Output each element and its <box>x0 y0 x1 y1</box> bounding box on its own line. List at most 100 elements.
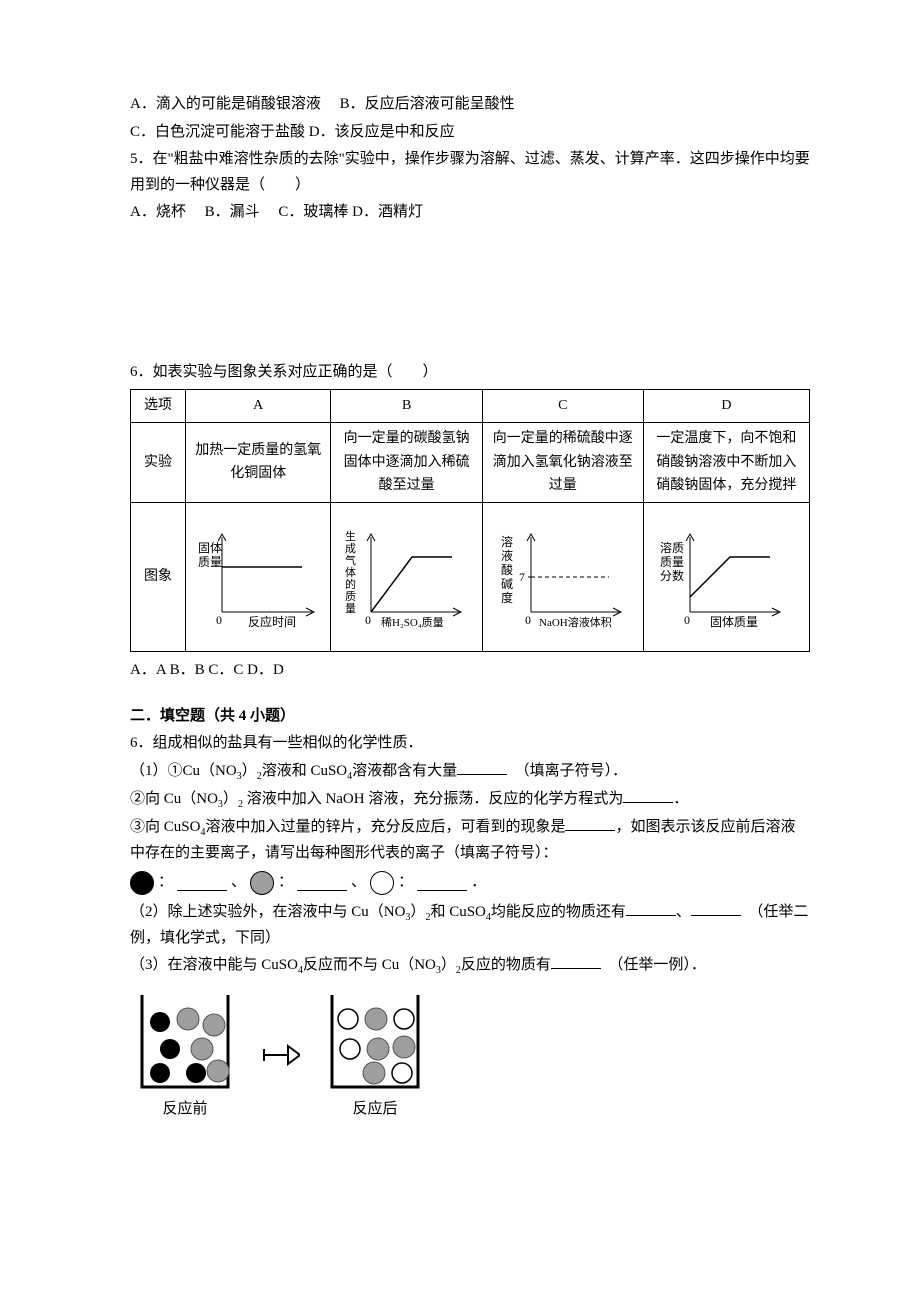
ion-icon-white <box>370 871 394 895</box>
t: ③向 CuSO <box>130 819 200 835</box>
svg-text:气: 气 <box>345 553 356 567</box>
chartC-svg: 7 溶 液 酸 碱 度 0 NaOH溶液体积 <box>489 522 629 632</box>
t: ） <box>441 957 456 973</box>
hdr-opt: 选项 <box>131 390 186 423</box>
svg-text:酸: 酸 <box>501 562 513 577</box>
t: ） <box>410 904 425 920</box>
svg-text:度: 度 <box>501 590 513 605</box>
svg-text:稀H₂SO₄质量: 稀H₂SO₄质量 <box>381 616 444 629</box>
t: （任举一例）． <box>601 957 706 973</box>
t: （1）①Cu（NO <box>130 763 237 779</box>
t: ） <box>242 763 257 779</box>
svg-text:固体: 固体 <box>198 541 222 555</box>
chartC: 7 溶 液 酸 碱 度 0 NaOH溶液体积 <box>482 503 643 652</box>
t: 溶液都含有大量 <box>352 763 457 779</box>
q6b-p1: （1）①Cu（NO3）2溶液和 CuSO4溶液都含有大量 （填离子符号）． <box>130 759 810 785</box>
q5-optA: A．烧杯 <box>130 204 186 220</box>
svg-text:0: 0 <box>216 613 222 627</box>
hdr-C: C <box>482 390 643 423</box>
q5-optD: D．酒精灯 <box>352 204 423 220</box>
q5-options: A．烧杯 B．漏斗 C．玻璃棒 D．酒精灯 <box>130 200 810 226</box>
chartD-svg: 溶质 质量 分数 0 固体质量 <box>650 522 790 632</box>
q4-optC: C．白色沉淀可能溶于盐酸 <box>130 124 305 140</box>
q4-optB: B．反应后溶液可能呈酸性 <box>340 96 515 112</box>
q5-optC: C．玻璃棒 <box>278 204 348 220</box>
q4-optD: D．该反应是中和反应 <box>309 124 455 140</box>
q6-stem: 6．如表实验与图象关系对应正确的是（ ） <box>130 360 810 386</box>
svg-text:生: 生 <box>345 529 356 543</box>
svg-text:碱: 碱 <box>501 577 513 591</box>
row-img: 图象 <box>131 503 186 652</box>
svg-text:溶: 溶 <box>501 534 513 549</box>
blank[interactable] <box>297 875 347 891</box>
q6b-p5: （3）在溶液中能与 CuSO4反应而不与 Cu（NO3）2反应的物质有 （任举一… <box>130 953 810 979</box>
q6b-p2: ②向 Cu（NO3）2 溶液中加入 NaOH 溶液，充分振荡．反应的化学方程式为… <box>130 787 810 813</box>
t: 、 <box>676 904 691 920</box>
q6b-p3: ③向 CuSO4溶液中加入过量的锌片，充分反应后，可看到的现象是，如图表示该反应… <box>130 815 810 867</box>
chartB: 生 成 气 体 的 质 量 0 稀H₂SO₄质量 <box>331 503 482 652</box>
svg-text:7: 7 <box>519 570 525 584</box>
svg-text:0: 0 <box>525 613 531 627</box>
row-exp: 实验 <box>131 422 186 502</box>
blank[interactable] <box>565 815 615 831</box>
svg-text:质量: 质量 <box>660 555 684 569</box>
t: （2）除上述实验外，在溶液中与 Cu（NO <box>130 904 405 920</box>
chartD: 溶质 质量 分数 0 固体质量 <box>643 503 809 652</box>
q5-stem: 5．在"粗盐中难溶性杂质的去除"实验中，操作步骤为溶解、过滤、蒸发、计算产率．这… <box>130 147 810 198</box>
t: 、 <box>231 870 246 896</box>
blank[interactable] <box>551 953 601 969</box>
beaker-after: 反应后 <box>320 987 430 1123</box>
svg-text:质量: 质量 <box>198 555 222 569</box>
beaker-before: 反应前 <box>130 987 240 1123</box>
svg-text:反应时间: 反应时间 <box>248 614 296 629</box>
svg-text:分数: 分数 <box>660 568 684 583</box>
blank[interactable] <box>623 787 673 803</box>
q6-options: A．A B．B C．C D．D <box>130 658 810 684</box>
beaker-row: 反应前 反应后 <box>130 987 810 1123</box>
expD: 一定温度下，向不饱和硝酸钠溶液中不断加入硝酸钠固体，充分搅拌 <box>643 422 809 502</box>
blank[interactable] <box>457 759 507 775</box>
blank[interactable] <box>626 900 676 916</box>
t: ） <box>223 791 238 807</box>
q6-table: 选项 A B C D 实验 加热一定质量的氢氧化铜固体 向一定量的碳酸氢钠固体中… <box>130 389 810 652</box>
t: ： <box>398 870 413 896</box>
q4-optA: A．滴入的可能是硝酸银溶液 <box>130 96 321 112</box>
chartA: 固体 质量 0 反应时间 <box>186 503 331 652</box>
beaker-after-label: 反应后 <box>320 1097 430 1123</box>
hdr-A: A <box>186 390 331 423</box>
t: 反应而不与 Cu（NO <box>303 957 436 973</box>
t: ： <box>158 870 173 896</box>
t: （填离子符号）． <box>507 763 627 779</box>
chartB-svg: 生 成 气 体 的 质 量 0 稀H₂SO₄质量 <box>337 522 467 632</box>
ion-icon-grey <box>250 871 274 895</box>
beaker-before-label: 反应前 <box>130 1097 240 1123</box>
q6b-p4: （2）除上述实验外，在溶液中与 Cu（NO3）2和 CuSO4均能反应的物质还有… <box>130 900 810 952</box>
beaker-before-svg <box>130 987 240 1097</box>
svg-text:体: 体 <box>345 565 356 579</box>
beaker-after-svg <box>320 987 430 1097</box>
blank[interactable] <box>177 875 227 891</box>
svg-text:固体质量: 固体质量 <box>710 615 758 629</box>
expB: 向一定量的碳酸氢钠固体中逐滴加入稀硫酸至过量 <box>331 422 482 502</box>
section2-title: 二．填空题（共 4 小题） <box>130 704 810 730</box>
svg-text:成: 成 <box>345 542 356 555</box>
blank[interactable] <box>691 900 741 916</box>
t: ： <box>278 870 293 896</box>
svg-text:溶质: 溶质 <box>660 540 684 555</box>
t: 均能反应的物质还有 <box>491 904 626 920</box>
t: ． <box>471 870 486 896</box>
chartA-svg: 固体 质量 0 反应时间 <box>192 522 322 632</box>
expA: 加热一定质量的氢氧化铜固体 <box>186 422 331 502</box>
svg-text:的: 的 <box>345 577 356 591</box>
ion-icons-row: ： 、 ： 、 ： ． <box>130 870 486 896</box>
t: ②向 Cu（NO <box>130 791 218 807</box>
svg-text:NaOH溶液体积: NaOH溶液体积 <box>539 615 612 629</box>
t: 溶液和 CuSO <box>262 763 347 779</box>
q4-options-row2: C．白色沉淀可能溶于盐酸 D．该反应是中和反应 <box>130 120 810 146</box>
t: 反应的物质有 <box>461 957 551 973</box>
blank[interactable] <box>417 875 467 891</box>
expC: 向一定量的稀硫酸中逐滴加入氢氧化钠溶液至过量 <box>482 422 643 502</box>
q5-optB: B．漏斗 <box>205 204 260 220</box>
t: 、 <box>351 870 366 896</box>
hdr-D: D <box>643 390 809 423</box>
